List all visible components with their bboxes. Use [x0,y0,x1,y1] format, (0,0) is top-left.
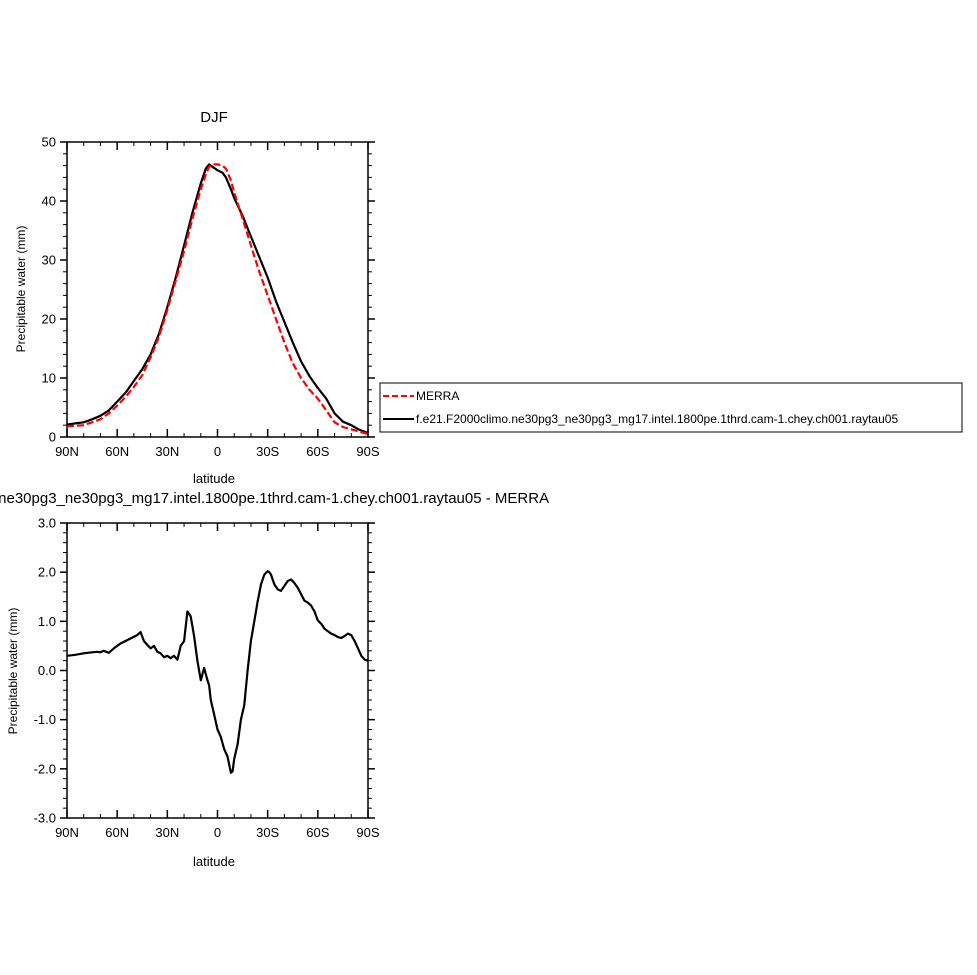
x-axis-label: latitude [193,471,235,486]
series-line-difference [66,570,369,774]
legend-box [379,382,963,433]
y-tick-label: 10 [42,371,56,386]
x-tick-label: 90N [55,825,79,840]
x-tick-label: 0 [214,825,221,840]
x-axis-label: latitude [193,854,235,869]
x-tick-label: 60S [306,444,329,459]
y-axis-label: Precipitable water (mm) [14,226,28,353]
panel-top-djf: DJF latitude Precipitable water (mm) 90N… [14,109,380,486]
x-tick-label: 30N [155,444,179,459]
series-line-model [66,163,369,434]
chart-title: DJF [200,109,228,126]
y-tick-label: 40 [42,194,56,209]
x-tick-label: 60S [306,825,329,840]
y-tick-label: 0 [49,430,56,445]
x-tick-label: 60N [105,444,129,459]
x-tick-label: 30N [155,825,179,840]
x-tick-label: 60N [105,825,129,840]
chart-title: f.e21.F2000climo.ne30pg3_ne30pg3_mg17.in… [0,490,549,507]
panel-bottom-difference: f.e21.F2000climo.ne30pg3_ne30pg3_mg17.in… [0,490,549,869]
y-tick-label: 3.0 [38,516,56,531]
x-tick-label: 90S [356,825,379,840]
y-tick-label: 50 [42,135,56,150]
y-tick-label: 20 [42,312,56,327]
legend-label-merra: MERRA [416,389,459,403]
y-tick-label: 30 [42,253,56,268]
x-tick-label: 90S [356,444,379,459]
y-axis-label: Precipitable water (mm) [6,608,20,735]
legend-label-model: f.e21.F2000climo.ne30pg3_ne30pg3_mg17.in… [416,412,898,426]
x-tick-label: 0 [214,444,221,459]
x-tick-label: 90N [55,444,79,459]
legend: MERRA f.e21.F2000climo.ne30pg3_ne30pg3_m… [379,382,963,433]
x-tick-label: 30S [256,825,279,840]
y-tick-label: 0.0 [38,663,56,678]
y-tick-label: -2.0 [34,761,56,776]
y-tick-label: -3.0 [34,811,56,826]
y-tick-label: 1.0 [38,614,56,629]
series-line-merra [66,163,369,436]
y-tick-label: -1.0 [34,712,56,727]
x-tick-label: 30S [256,444,279,459]
y-tick-label: 2.0 [38,565,56,580]
plot-frame [66,522,369,819]
